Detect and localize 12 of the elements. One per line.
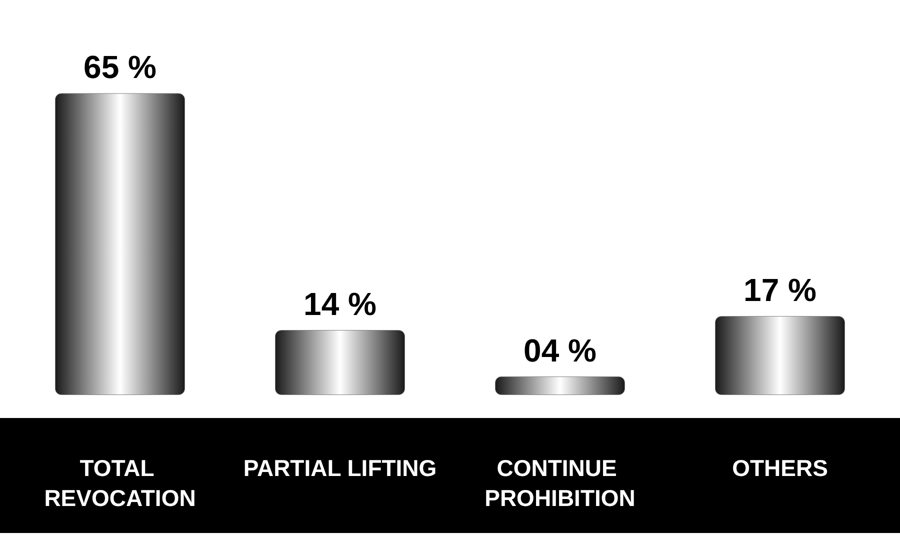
data-label: 04 %	[524, 332, 596, 368]
bar	[715, 316, 845, 395]
x-tick-label: CONTINUE PROHIBITION	[484, 455, 636, 511]
x-tick-label: TOTAL REVOCATION	[44, 455, 196, 511]
bar	[495, 376, 625, 395]
x-tick-label: PARTIAL LIFTING	[243, 455, 437, 481]
x-tick-label: OTHERS	[732, 455, 828, 481]
bar	[55, 93, 185, 395]
data-label: 17 %	[744, 272, 816, 308]
data-label: 65 %	[84, 49, 156, 86]
data-label: 14 %	[304, 286, 376, 322]
bar	[275, 330, 405, 395]
